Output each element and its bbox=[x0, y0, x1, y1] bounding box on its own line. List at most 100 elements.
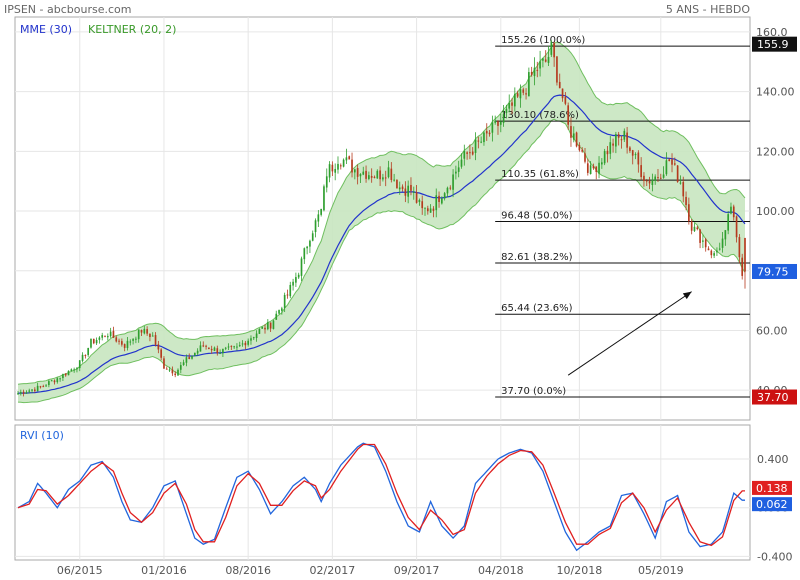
candle-body bbox=[586, 163, 589, 173]
candle-body bbox=[601, 162, 603, 165]
candle-body bbox=[92, 338, 95, 344]
candle-body bbox=[292, 281, 294, 286]
candle-body bbox=[469, 152, 471, 154]
fib-level-label: 130.10 (78.6%) bbox=[501, 110, 579, 121]
candle-body bbox=[716, 250, 718, 253]
candle-body bbox=[306, 246, 308, 249]
candle-body bbox=[59, 378, 61, 380]
candle-body bbox=[584, 153, 586, 162]
keltner-band bbox=[18, 42, 745, 403]
candle-body bbox=[328, 164, 331, 178]
candle-body bbox=[637, 152, 640, 165]
candle-body bbox=[502, 114, 505, 123]
candle-body bbox=[676, 165, 679, 182]
rvi-panel-frame bbox=[14, 424, 751, 561]
candle-body bbox=[84, 355, 87, 357]
candle-body bbox=[281, 308, 283, 311]
candle-body bbox=[199, 345, 202, 352]
candle-body bbox=[73, 369, 75, 371]
x-tick-label: 04/2018 bbox=[478, 564, 524, 577]
candle-body bbox=[387, 167, 390, 178]
candle-body bbox=[356, 168, 359, 177]
candle-body bbox=[160, 349, 162, 358]
candle-body bbox=[365, 170, 367, 179]
candle-body bbox=[528, 72, 530, 97]
candle-body bbox=[353, 169, 356, 173]
candle-body bbox=[210, 348, 213, 351]
candle-body bbox=[261, 327, 264, 329]
fib-level-label: 110.35 (61.8%) bbox=[501, 169, 579, 180]
price-tick-label: 120.00 bbox=[756, 145, 795, 158]
candle-body bbox=[724, 230, 727, 240]
candle-body bbox=[696, 227, 699, 230]
candle-body bbox=[351, 159, 353, 173]
candle-body bbox=[146, 329, 148, 334]
candle-body bbox=[36, 385, 39, 392]
price-tag-box bbox=[752, 263, 797, 279]
candle-body bbox=[118, 340, 120, 342]
legend-keltner: KELTNER (20, 2) bbox=[88, 23, 176, 36]
candle-body bbox=[222, 348, 224, 354]
candle-body bbox=[713, 253, 715, 256]
candle-body bbox=[443, 193, 446, 199]
candle-body bbox=[598, 162, 600, 174]
candle-body bbox=[651, 179, 654, 185]
fib-level-label: 37.70 (0.0%) bbox=[501, 386, 566, 397]
candle-body bbox=[690, 221, 693, 231]
candle-body bbox=[317, 214, 320, 222]
candle-body bbox=[202, 345, 205, 347]
candle-body bbox=[101, 335, 104, 338]
price-panel: 155.26 (100.0%) 130.10 (78.6%) 110.35 (61.… bbox=[14, 16, 797, 421]
candle-body bbox=[286, 294, 289, 296]
candle-body bbox=[671, 159, 673, 165]
candle-body bbox=[730, 206, 732, 214]
candle-body bbox=[438, 195, 440, 202]
candle-body bbox=[679, 182, 682, 184]
fib-level-label: 155.26 (100.0%) bbox=[501, 35, 585, 46]
rvi-tag-label: 0.138 bbox=[756, 482, 788, 495]
candle-body bbox=[449, 187, 452, 189]
candle-body bbox=[702, 240, 704, 242]
price-tick-label: 100.00 bbox=[756, 205, 795, 218]
candle-body bbox=[603, 151, 606, 164]
candle-body bbox=[704, 239, 707, 248]
candle-body bbox=[177, 369, 179, 376]
candle-body bbox=[289, 284, 292, 297]
candle-body bbox=[699, 229, 701, 243]
candle-body bbox=[39, 386, 42, 388]
candle-body bbox=[654, 176, 657, 181]
candle-body bbox=[575, 132, 578, 147]
candle-body bbox=[151, 335, 154, 337]
candle-body bbox=[258, 328, 261, 334]
candle-body bbox=[123, 344, 126, 348]
candle-body bbox=[732, 206, 735, 218]
candle-body bbox=[331, 164, 334, 172]
candle-body bbox=[673, 163, 676, 165]
arrow-line bbox=[567, 291, 692, 376]
candle-body bbox=[342, 159, 345, 167]
candle-body bbox=[272, 320, 275, 329]
candle-body bbox=[126, 340, 129, 349]
candle-body bbox=[634, 154, 637, 156]
candle-body bbox=[48, 381, 50, 386]
candle-body bbox=[345, 157, 348, 161]
candle-body bbox=[556, 56, 558, 83]
candle-body bbox=[474, 139, 477, 153]
candle-body bbox=[415, 192, 418, 203]
candle-body bbox=[149, 333, 151, 337]
fib-level-label: 96.48 (50.0%) bbox=[501, 211, 572, 222]
candle-body bbox=[404, 188, 407, 196]
candle-body bbox=[589, 165, 592, 175]
candle-body bbox=[721, 238, 724, 248]
candle-body bbox=[460, 159, 463, 167]
x-tick-label: 10/2018 bbox=[557, 564, 603, 577]
candle-body bbox=[488, 132, 491, 135]
candle-body bbox=[457, 167, 460, 172]
candle-body bbox=[193, 352, 196, 356]
candle-body bbox=[424, 207, 426, 209]
candle-body bbox=[657, 177, 659, 179]
candle-body bbox=[623, 130, 626, 140]
candle-body bbox=[466, 152, 468, 154]
candle-body bbox=[132, 339, 134, 341]
candle-body bbox=[320, 208, 322, 215]
